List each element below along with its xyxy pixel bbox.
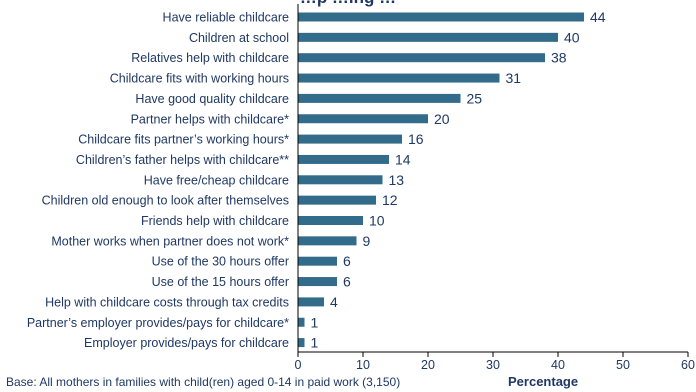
bar bbox=[298, 338, 305, 348]
bar-value-label: 14 bbox=[395, 151, 411, 167]
bar bbox=[298, 256, 337, 266]
bar-value-label: 13 bbox=[389, 172, 405, 188]
bar-value-label: 4 bbox=[330, 294, 338, 310]
category-label: Relatives help with childcare bbox=[131, 51, 289, 65]
bar bbox=[298, 277, 337, 287]
bar bbox=[298, 154, 389, 164]
bar-value-label: 40 bbox=[564, 29, 580, 45]
bar bbox=[298, 195, 376, 205]
bar bbox=[298, 175, 383, 185]
bar-value-label: 44 bbox=[590, 9, 606, 25]
bar bbox=[298, 53, 545, 63]
x-tick-label: 50 bbox=[616, 358, 630, 372]
bar-value-label: 12 bbox=[382, 192, 398, 208]
bar bbox=[298, 216, 363, 225]
x-tick-label: 20 bbox=[421, 358, 435, 372]
category-label: Childcare fits with working hours bbox=[110, 72, 289, 86]
x-tick-label: 40 bbox=[551, 358, 565, 372]
x-axis-label: Percentage bbox=[508, 374, 579, 389]
bar bbox=[298, 297, 324, 307]
bar-value-label: 6 bbox=[343, 253, 351, 269]
x-tick-label: 30 bbox=[486, 358, 500, 372]
category-label: Have free/cheap childcare bbox=[144, 173, 289, 187]
x-tick-label: 60 bbox=[681, 358, 695, 372]
bar-value-label: 16 bbox=[408, 131, 424, 147]
bar bbox=[298, 114, 428, 124]
bar bbox=[298, 32, 558, 42]
bar-value-label: 10 bbox=[369, 213, 385, 229]
category-label: Help with childcare costs through tax cr… bbox=[45, 295, 289, 309]
category-label: Friends help with childcare bbox=[141, 214, 289, 228]
bar-value-label: 1 bbox=[311, 335, 319, 351]
chart-title: …p …ing … bbox=[0, 0, 696, 8]
bar bbox=[298, 12, 584, 22]
category-label: Children old enough to look after themse… bbox=[42, 194, 289, 208]
bar bbox=[298, 134, 402, 144]
category-label: Partner helps with childcare* bbox=[131, 112, 290, 126]
category-label: Childcare fits partner’s working hours* bbox=[78, 133, 289, 147]
category-label: Children’s father helps with childcare** bbox=[76, 153, 289, 167]
bar-value-label: 31 bbox=[506, 70, 522, 86]
bar bbox=[298, 93, 461, 103]
bar bbox=[298, 317, 305, 327]
base-footnote: Base: All mothers in families with child… bbox=[6, 375, 401, 389]
bar-value-label: 20 bbox=[434, 111, 450, 127]
bar-value-label: 9 bbox=[363, 233, 371, 249]
category-label: Use of the 30 hours offer bbox=[152, 255, 289, 269]
bar-value-label: 1 bbox=[311, 314, 319, 330]
category-label: Children at school bbox=[189, 31, 289, 45]
category-label: Use of the 15 hours offer bbox=[152, 275, 289, 289]
category-label: Employer provides/pays for childcare bbox=[84, 336, 289, 350]
bar bbox=[298, 73, 500, 83]
bar-value-label: 25 bbox=[467, 90, 483, 106]
category-label: Mother works when partner does not work* bbox=[51, 234, 289, 248]
bar bbox=[298, 236, 357, 246]
x-tick-label: 10 bbox=[356, 358, 370, 372]
x-tick-label: 0 bbox=[295, 358, 302, 372]
category-label: Have good quality childcare bbox=[135, 92, 289, 106]
bar-value-label: 38 bbox=[551, 50, 567, 66]
category-label: Partner’s employer provides/pays for chi… bbox=[27, 316, 289, 330]
category-label: Have reliable childcare bbox=[163, 11, 290, 25]
bar-value-label: 6 bbox=[343, 274, 351, 290]
